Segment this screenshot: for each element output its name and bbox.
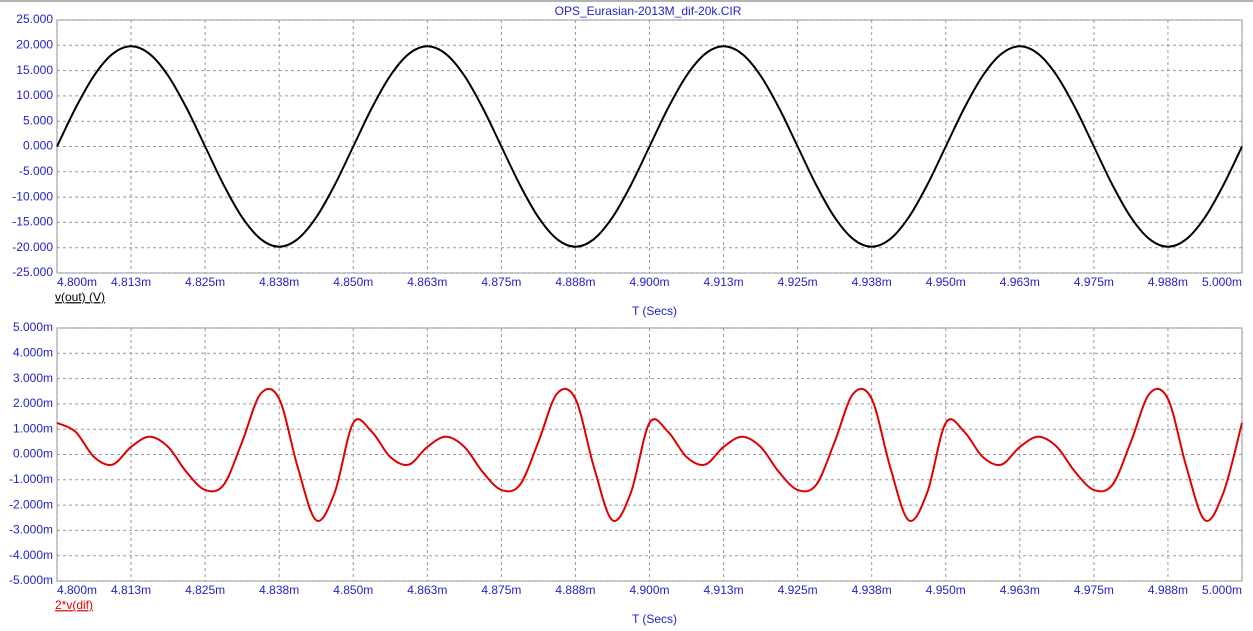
y-tick-label: 3.000m [13,371,53,385]
x-tick-label: 4.888m [555,275,595,289]
y-tick-label: 0.000m [13,447,53,461]
x-tick-label: 4.813m [111,275,151,289]
x-tick-label: 4.863m [407,583,447,597]
x-tick-label: 4.988m [1148,275,1188,289]
y-tick-label: -2.000m [9,497,53,511]
y-tick-label: 4.000m [13,345,53,359]
x-tick-label: 4.800m [57,275,97,289]
y-tick-label: 10.000 [16,88,53,102]
series-line [56,45,1243,248]
y-tick-label: -5.000m [9,573,53,587]
y-tick-label: 2.000m [13,396,53,410]
x-tick-label: 4.913m [704,275,744,289]
y-tick-label: -25.000 [12,265,53,279]
y-tick-label: -20.000 [12,240,53,254]
x-tick-label: 4.838m [259,275,299,289]
x-tick-label: 4.888m [555,583,595,597]
chart-title: OPS_Eurasian-2013M_dif-20k.CIR [555,4,742,18]
y-tick-label: 20.000 [16,37,53,51]
x-tick-label: 4.838m [259,583,299,597]
y-tick-label: -15.000 [12,215,53,229]
y-tick-label: -3.000m [9,523,53,537]
x-tick-label: 4.825m [185,583,225,597]
x-tick-label: 4.925m [778,583,818,597]
x-tick-label: 4.975m [1074,275,1114,289]
y-tick-label: -4.000m [9,548,53,562]
x-tick-label: 4.950m [926,583,966,597]
x-tick-label: 4.913m [704,583,744,597]
y-tick-label: 15.000 [16,63,53,77]
y-tick-label: 25.000 [16,12,53,26]
x-tick-label: 5.000m [1202,583,1242,597]
x-tick-label: 4.925m [778,275,818,289]
y-tick-label: 0.000 [23,139,53,153]
x-tick-label: 4.875m [481,583,521,597]
y-tick-label: 5.000 [23,113,53,127]
x-axis-label: T (Secs) [632,612,677,626]
series-line [56,388,1243,522]
x-tick-label: 4.800m [57,583,97,597]
x-tick-label: 4.900m [629,275,669,289]
x-tick-label: 4.938m [852,275,892,289]
y-tick-label: 1.000m [13,421,53,435]
y-tick-label: -5.000 [19,164,53,178]
x-tick-label: 4.850m [333,275,373,289]
x-tick-label: 4.950m [926,275,966,289]
x-tick-label: 4.963m [1000,275,1040,289]
x-tick-label: 4.938m [852,583,892,597]
x-tick-label: 4.963m [1000,583,1040,597]
legend-label: 2*v(dif) [55,598,93,612]
x-tick-label: 4.813m [111,583,151,597]
x-tick-label: 4.900m [629,583,669,597]
y-tick-label: 5.000m [13,320,53,334]
y-tick-label: -10.000 [12,189,53,203]
x-tick-label: 4.825m [185,275,225,289]
x-tick-label: 5.000m [1202,275,1242,289]
x-tick-label: 4.850m [333,583,373,597]
x-tick-label: 4.875m [481,275,521,289]
x-tick-label: 4.863m [407,275,447,289]
x-axis-label: T (Secs) [632,304,677,318]
x-tick-label: 4.975m [1074,583,1114,597]
legend-label: v(out) (V) [55,290,105,304]
y-tick-label: -1.000m [9,472,53,486]
x-tick-label: 4.988m [1148,583,1188,597]
